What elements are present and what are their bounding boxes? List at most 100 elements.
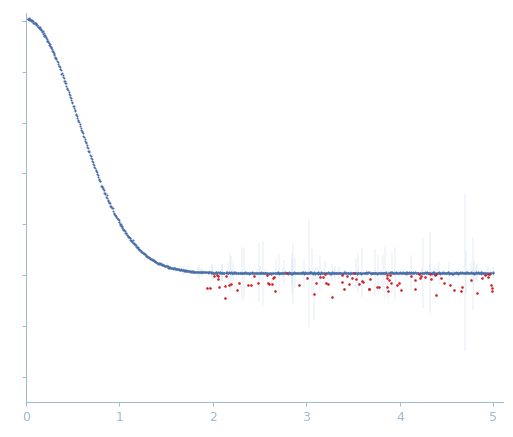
Point (47, 44, 55, 51)
Point (25, 15, 33, 22)
Point (360, 269, 368, 276)
Point (184, 267, 192, 274)
Point (197, 269, 205, 276)
Point (166, 264, 174, 271)
Point (174, 266, 182, 273)
Point (334, 269, 343, 276)
Point (27, 16, 35, 23)
Point (88, 156, 96, 163)
Point (96, 177, 104, 184)
Point (469, 270, 478, 277)
Point (186, 268, 194, 275)
Point (43, 37, 51, 44)
Point (239, 270, 247, 277)
Point (333, 269, 342, 276)
Point (408, 270, 416, 277)
Point (461, 270, 469, 277)
Point (410, 270, 418, 277)
Point (364, 269, 372, 276)
Point (371, 269, 380, 276)
Point (408, 269, 417, 276)
Point (331, 270, 340, 277)
Point (178, 266, 186, 273)
Point (325, 270, 333, 277)
Point (128, 237, 136, 244)
Point (476, 269, 484, 276)
Point (269, 275, 278, 282)
Point (460, 269, 468, 276)
Point (272, 270, 280, 277)
Point (122, 229, 130, 236)
Point (406, 270, 415, 277)
Point (60, 75, 68, 82)
Point (105, 199, 113, 206)
Point (383, 271, 391, 278)
Point (219, 269, 227, 276)
Point (137, 247, 145, 254)
Point (154, 260, 163, 267)
Point (77, 127, 85, 134)
Point (170, 264, 178, 271)
Point (76, 122, 84, 129)
Point (87, 154, 95, 161)
Point (265, 269, 273, 276)
Point (465, 270, 473, 277)
Point (209, 272, 218, 279)
Point (117, 222, 125, 229)
Point (297, 269, 305, 276)
Point (176, 267, 184, 274)
Point (431, 271, 439, 278)
Point (52, 55, 61, 62)
Point (403, 270, 411, 277)
Point (190, 268, 198, 275)
Point (313, 270, 321, 277)
Point (348, 269, 356, 276)
Point (260, 270, 268, 277)
Point (341, 269, 349, 276)
Point (244, 270, 252, 277)
Point (222, 269, 230, 276)
Point (484, 269, 492, 276)
Point (376, 270, 384, 277)
Point (55, 63, 63, 70)
Point (488, 270, 497, 277)
Point (201, 269, 209, 276)
Point (162, 263, 170, 270)
Point (260, 270, 268, 277)
Point (204, 269, 212, 276)
Point (111, 212, 120, 219)
Point (371, 269, 380, 276)
Point (284, 270, 292, 277)
Point (205, 269, 213, 276)
Point (179, 267, 187, 274)
Point (261, 269, 269, 276)
Point (240, 270, 248, 277)
Point (114, 216, 122, 223)
Point (325, 269, 333, 276)
Point (220, 269, 228, 276)
Point (402, 269, 410, 276)
Point (429, 270, 437, 277)
Point (368, 270, 376, 277)
Point (446, 281, 454, 288)
Point (331, 269, 339, 276)
Point (107, 202, 115, 209)
Point (205, 269, 213, 276)
Point (115, 218, 123, 225)
Point (317, 269, 325, 276)
Point (393, 269, 402, 276)
Point (347, 270, 356, 277)
Point (74, 118, 83, 125)
Point (244, 281, 252, 288)
Point (174, 265, 183, 272)
Point (300, 270, 308, 277)
Point (456, 270, 464, 277)
Point (321, 270, 329, 277)
Point (182, 267, 190, 274)
Point (486, 270, 495, 277)
Point (340, 285, 348, 292)
Point (233, 270, 242, 277)
Point (336, 270, 344, 277)
Point (452, 269, 461, 276)
Point (266, 269, 274, 276)
